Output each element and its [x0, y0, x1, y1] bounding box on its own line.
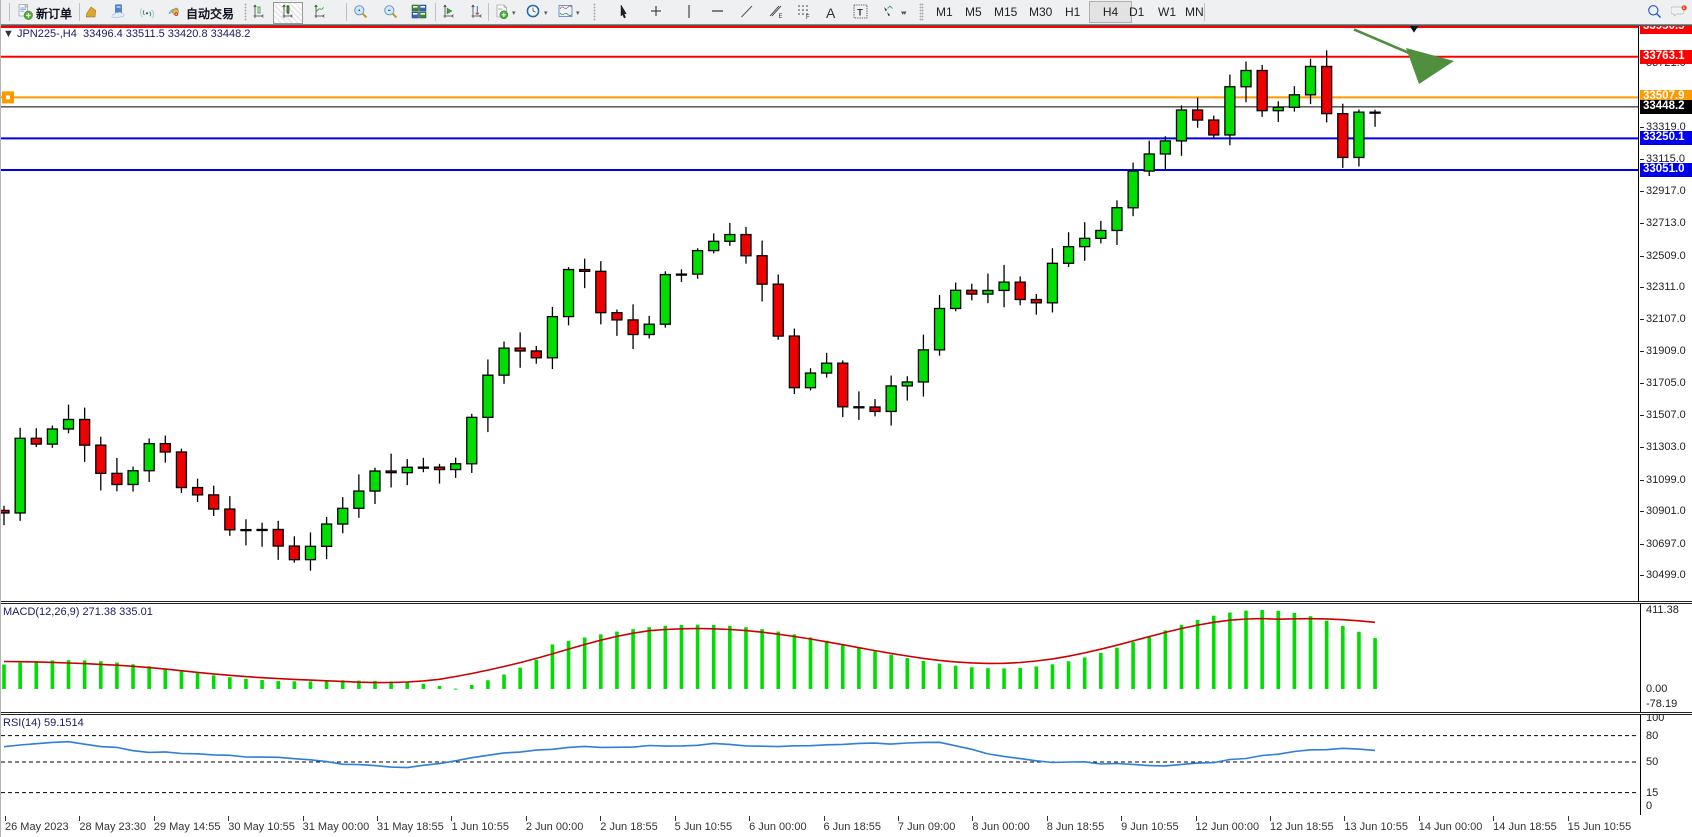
svg-text:1: 1	[1683, 6, 1685, 10]
svg-text:T: T	[857, 8, 863, 18]
svg-text:E: E	[779, 14, 783, 20]
svg-text:F: F	[806, 15, 810, 20]
